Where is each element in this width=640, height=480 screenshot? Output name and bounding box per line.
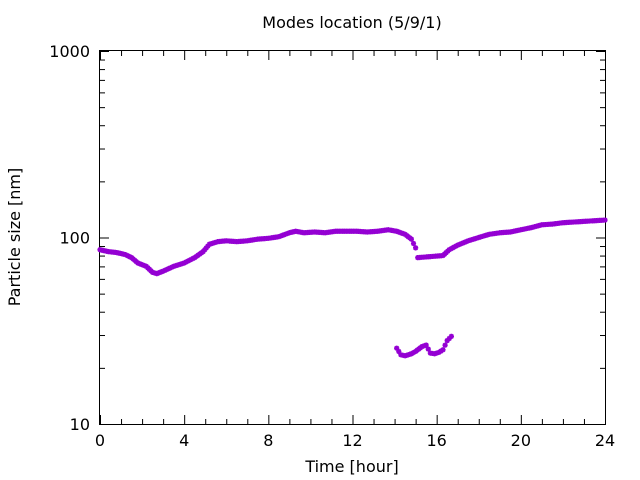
data-point — [440, 347, 446, 353]
x-tick-label: 24 — [595, 431, 615, 450]
data-point — [442, 342, 448, 348]
axis-tick-labels: 0 4 8 12 16 20 24 10 100 1000 — [49, 42, 615, 450]
data-point — [410, 240, 417, 247]
plot-frame — [99, 50, 606, 425]
x-tick-label: 16 — [426, 431, 446, 450]
chart-title: Modes location (5/9/1) — [262, 13, 441, 32]
data-point — [425, 346, 431, 352]
x-axis-label: Time [hour] — [304, 457, 398, 476]
data-point — [423, 342, 429, 348]
x-tick-label: 20 — [511, 431, 531, 450]
data-point — [408, 236, 415, 242]
data-point — [448, 333, 454, 339]
data-point — [602, 217, 608, 223]
y-axis-label: Particle size [nm] — [5, 168, 24, 307]
y-tick-label: 100 — [59, 229, 90, 248]
data-points — [97, 217, 608, 359]
x-tick-label: 8 — [263, 431, 273, 450]
axis-ticks — [100, 51, 606, 425]
data-point — [394, 345, 400, 351]
x-tick-label: 0 — [95, 431, 105, 450]
y-tick-label: 10 — [70, 415, 90, 434]
data-point — [413, 245, 419, 251]
data-point — [446, 335, 452, 342]
x-tick-label: 12 — [342, 431, 362, 450]
data-point — [396, 348, 402, 355]
y-tick-label: 1000 — [49, 42, 90, 61]
data-point — [444, 338, 450, 344]
x-tick-label: 4 — [179, 431, 189, 450]
